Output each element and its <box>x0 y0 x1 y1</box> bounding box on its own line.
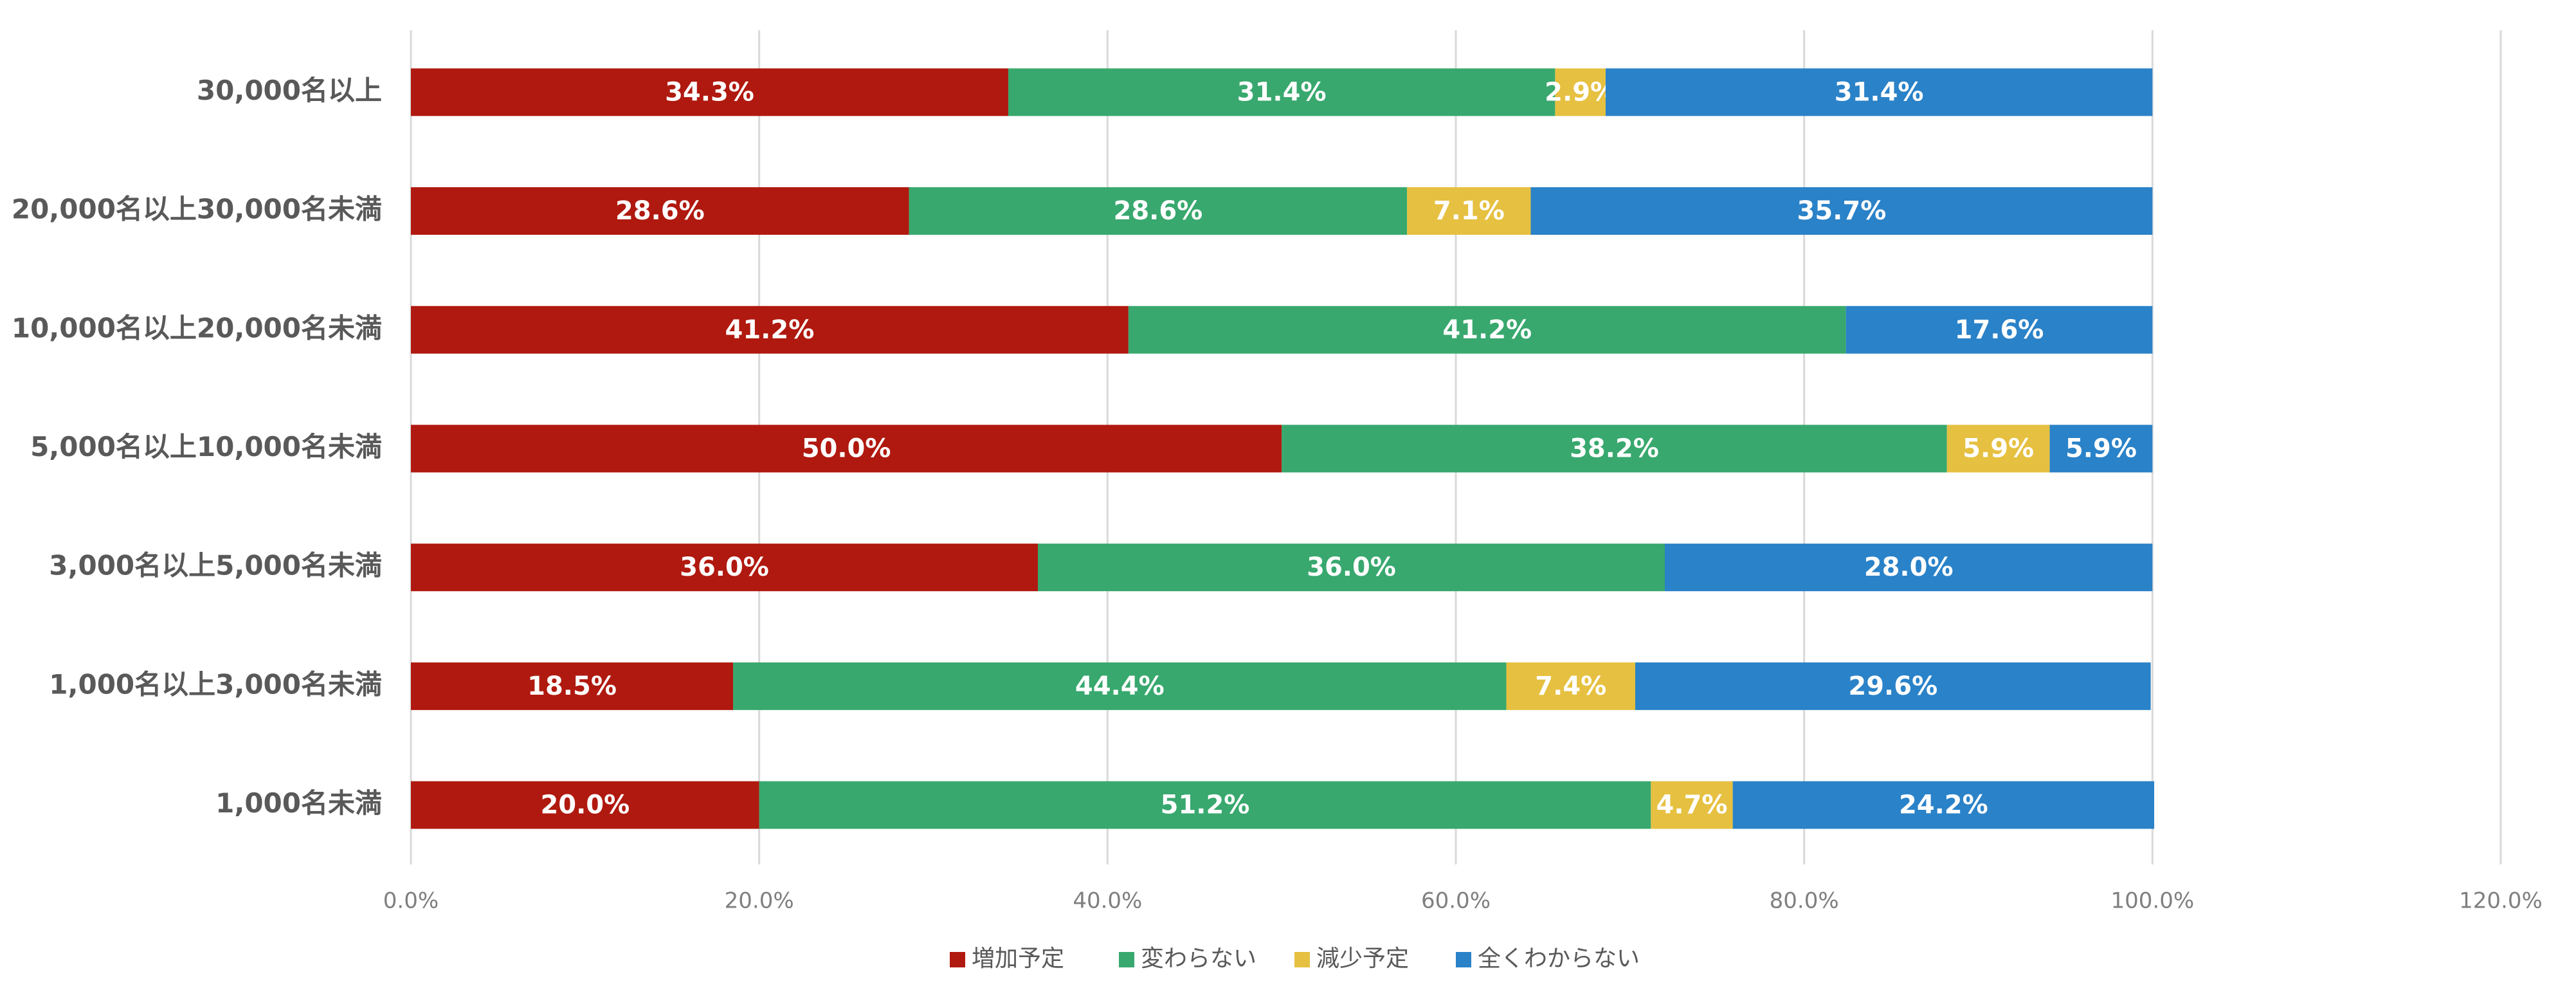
legend-label: 全くわからない <box>1478 946 1640 972</box>
y-tick-label: 1,000名未満 <box>215 787 382 819</box>
value-label: 28.6% <box>615 196 705 226</box>
bar-segment <box>1530 187 2153 235</box>
value-label: 50.0% <box>802 434 891 463</box>
legend-swatch <box>950 952 965 967</box>
y-tick-label: 1,000名以上3,000名未満 <box>49 668 382 700</box>
value-label: 31.4% <box>1835 77 1924 107</box>
y-tick-label: 3,000名以上5,000名未満 <box>49 550 382 581</box>
bar-segment <box>1946 425 2050 473</box>
value-label: 35.7% <box>1797 196 1887 226</box>
value-label: 44.4% <box>1075 672 1165 701</box>
value-label: 17.6% <box>1955 315 2044 345</box>
bar-segment <box>1605 68 2153 116</box>
bar-segment <box>2049 425 2153 473</box>
value-label: 28.6% <box>1113 196 1202 226</box>
x-tick-label: 120.0% <box>2459 888 2543 913</box>
value-label: 36.0% <box>1307 553 1396 582</box>
bar-segment <box>411 662 734 710</box>
bar-segment <box>1506 662 1635 710</box>
bar-segment <box>1665 544 2153 592</box>
legend-swatch <box>1456 952 1471 967</box>
x-tick-label: 80.0% <box>1770 888 1839 913</box>
bar-segment <box>411 68 1008 116</box>
bar-segment <box>411 425 1282 473</box>
bar-segment <box>909 187 1408 235</box>
value-label: 2.9% <box>1545 77 1616 107</box>
value-label: 38.2% <box>1570 434 1659 463</box>
legend-label: 減少予定 <box>1316 946 1409 972</box>
bar-segment <box>733 662 1507 710</box>
value-label: 34.3% <box>665 77 754 107</box>
bar-segment <box>1282 425 1947 473</box>
value-label: 28.0% <box>1864 553 1954 582</box>
value-label: 41.2% <box>1442 315 1532 345</box>
value-label: 24.2% <box>1899 791 1988 820</box>
x-tick-label: 40.0% <box>1073 888 1142 913</box>
value-label: 29.6% <box>1848 672 1937 701</box>
bar-segment <box>1128 306 1846 354</box>
y-tick-label: 30,000名以上 <box>197 75 382 106</box>
value-label: 18.5% <box>527 672 617 701</box>
bar-segment <box>411 187 909 235</box>
legend-swatch <box>1294 952 1310 967</box>
value-label: 31.4% <box>1237 77 1327 107</box>
bar-segment <box>1407 187 1531 235</box>
value-label: 5.9% <box>1963 434 2034 463</box>
y-tick-label: 10,000名以上20,000名未満 <box>12 312 382 343</box>
value-label: 7.1% <box>1433 196 1505 226</box>
y-tick-label: 5,000名以上10,000名未満 <box>30 431 382 462</box>
bar-segment <box>759 781 1651 829</box>
bar-segment <box>1846 306 2153 354</box>
legend-label: 変わらない <box>1141 946 1256 972</box>
x-tick-label: 0.0% <box>383 888 439 913</box>
bar-segment <box>411 306 1129 354</box>
bar-segment <box>411 544 1038 592</box>
x-tick-label: 20.0% <box>725 888 794 913</box>
value-label: 7.4% <box>1535 672 1606 701</box>
value-label: 5.9% <box>2065 434 2137 463</box>
bar-segment <box>1732 781 2155 829</box>
value-label: 20.0% <box>540 791 630 820</box>
bar-segment <box>1635 662 2151 710</box>
value-label: 41.2% <box>725 315 815 345</box>
value-label: 4.7% <box>1656 791 1728 820</box>
bar-segment <box>1555 68 1606 116</box>
bar-segment <box>1651 781 1733 829</box>
legend-swatch <box>1119 952 1134 967</box>
x-tick-label: 60.0% <box>1421 888 1491 913</box>
x-tick-label: 100.0% <box>2111 888 2195 913</box>
legend-label: 増加予定 <box>972 946 1064 972</box>
bar-segment <box>1038 544 1665 592</box>
value-label: 51.2% <box>1161 791 1250 820</box>
bar-segment <box>1008 68 1556 116</box>
y-tick-label: 20,000名以上30,000名未満 <box>12 194 382 225</box>
value-label: 36.0% <box>680 553 769 582</box>
bar-segment <box>411 781 759 829</box>
